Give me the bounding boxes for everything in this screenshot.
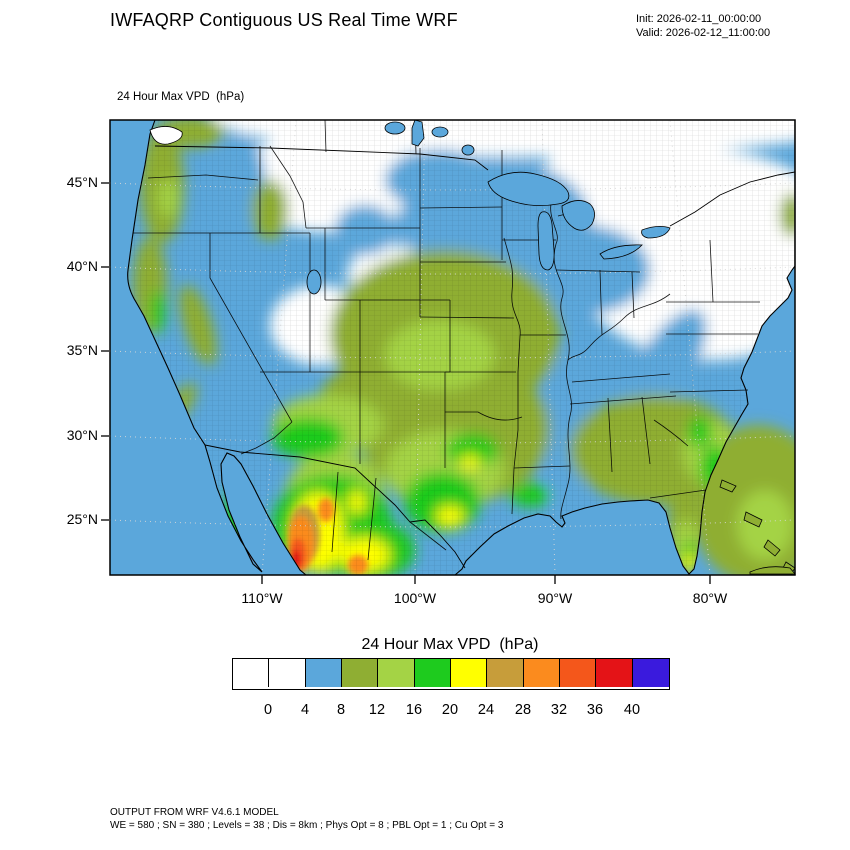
colorbar-tick-label: 20 <box>441 702 459 718</box>
colorbar-tick-label: 36 <box>586 702 604 718</box>
lon-tick-label: 110°W <box>241 590 283 606</box>
lake-huron-shape <box>561 200 595 231</box>
lake-of-the-woods-shape <box>461 144 475 156</box>
lake-ontario-shape <box>641 226 671 239</box>
lake-winnipeg-shape <box>411 119 425 147</box>
lon-tick-label: 80°W <box>693 590 728 606</box>
colorbar-title: 24 Hour Max VPD (hPa) <box>361 636 539 653</box>
colorbar-box <box>632 659 669 687</box>
page-title: IWFAQRP Contiguous US Real Time WRF <box>110 10 458 30</box>
colorbar-tick-label: 16 <box>405 702 423 718</box>
field-label: 24 Hour Max VPD (hPa) <box>117 91 245 103</box>
colorbar-box <box>414 659 451 687</box>
colorbar-tick-label: 12 <box>368 702 386 718</box>
model-info-line1: OUTPUT FROM WRF V4.6.1 MODEL <box>110 807 279 818</box>
colorbar-tick-label: 8 <box>336 702 346 718</box>
colorbar-tick-label: 4 <box>300 702 310 718</box>
canadian-lake-shape <box>384 121 406 135</box>
run-timestamps: Init: 2026-02-11_00:00:00 Valid: 2026-02… <box>636 12 770 40</box>
colorbar-box <box>596 659 633 687</box>
mexico-border <box>204 444 466 569</box>
lat-tick-label: 45°N <box>67 174 98 190</box>
map-frame <box>109 119 796 576</box>
cuba-coast <box>749 566 796 575</box>
state-borders-layer <box>133 119 760 561</box>
vancouver-island <box>149 126 183 145</box>
model-info: OUTPUT FROM WRF V4.6.1 MODEL WE = 580 ; … <box>110 806 503 832</box>
bahamas-island <box>743 511 763 528</box>
bahamas-island <box>719 479 737 493</box>
canada-border <box>154 145 796 227</box>
map-canvas <box>109 119 796 576</box>
colorbar-box <box>450 659 488 687</box>
colorbar-box <box>559 659 597 687</box>
init-timestamp: Init: 2026-02-11_00:00:00 <box>636 13 762 25</box>
lon-tick-label: 100°W <box>394 590 437 606</box>
colorbar-box <box>487 659 524 687</box>
valid-timestamp: Valid: 2026-02-12_11:00:00 <box>636 27 771 39</box>
islands-layer <box>719 479 796 575</box>
lat-tick-label: 40°N <box>67 258 98 274</box>
lake-michigan-shape <box>537 211 555 271</box>
colorbar-tick-label: 24 <box>477 702 495 718</box>
lat-tick-label: 25°N <box>67 511 98 527</box>
colorbar-tick-label: 40 <box>623 702 641 718</box>
colorbar-tick-label: 28 <box>514 702 532 718</box>
conus-map: 45°N 40°N 35°N 30°N 25°N 110°W 100°W 90°… <box>67 119 796 606</box>
lat-tick-label: 30°N <box>67 427 98 443</box>
colorbar-box <box>269 659 306 687</box>
colorbar-box <box>233 659 270 687</box>
colorbar <box>232 658 670 690</box>
great-salt-lake-shape <box>306 269 322 295</box>
lake-erie-shape <box>599 244 643 260</box>
lat-tick-label: 35°N <box>67 342 98 358</box>
colorbar-box <box>305 659 342 687</box>
lake-superior-shape <box>487 171 570 206</box>
model-info-line2: WE = 580 ; SN = 380 ; Levels = 38 ; Dis … <box>110 820 504 831</box>
canadian-lake-shape <box>431 126 449 138</box>
bahamas-island <box>763 539 781 557</box>
axis-labels: 45°N 40°N 35°N 30°N 25°N 110°W 100°W 90°… <box>67 174 728 606</box>
lon-tick-label: 90°W <box>538 590 573 606</box>
axis-ticks <box>101 182 711 584</box>
colorbar-box <box>341 659 379 687</box>
colorbar-tick-label: 0 <box>263 702 273 718</box>
colorbar-box <box>378 659 415 687</box>
colorbar-tick-label: 32 <box>550 702 568 718</box>
lakes-layer <box>306 119 671 295</box>
colorbar-box <box>523 659 560 687</box>
